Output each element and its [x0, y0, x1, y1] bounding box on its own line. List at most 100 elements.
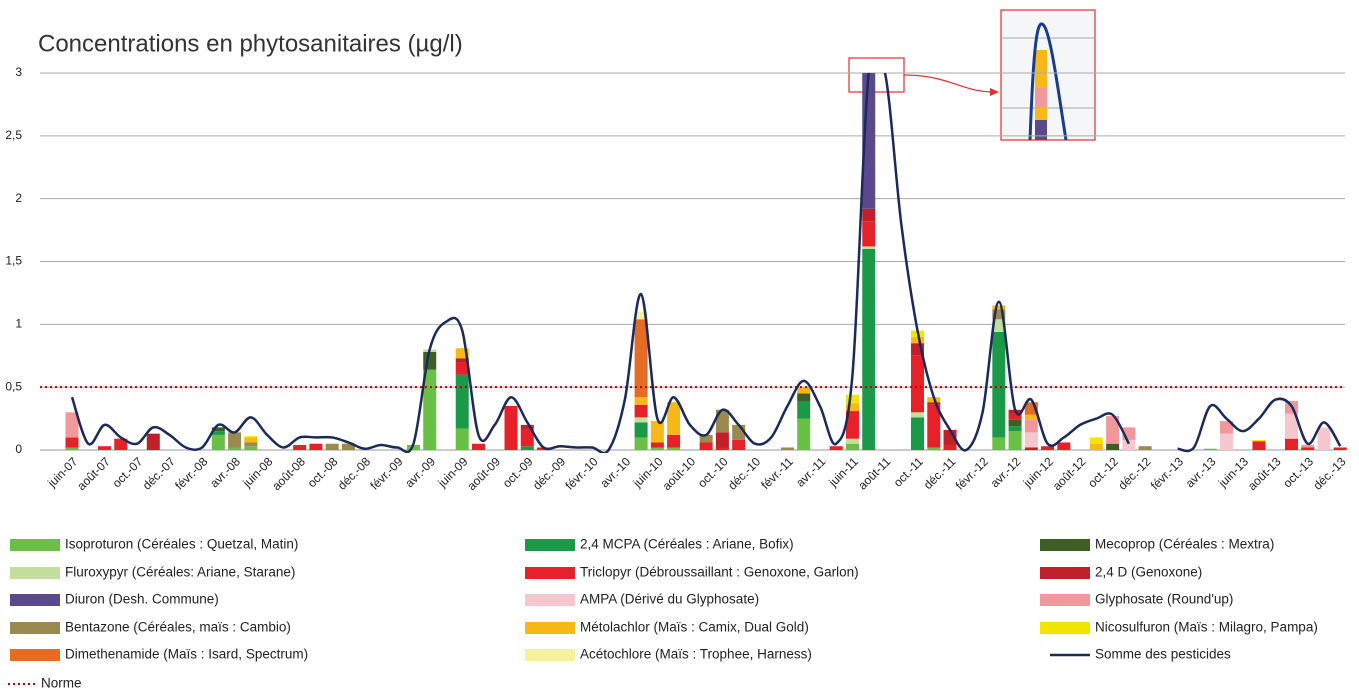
legend-label: Diuron (Desh. Commune)	[65, 592, 219, 607]
bar-segment	[1024, 414, 1038, 420]
bar-segment	[862, 221, 876, 247]
bar-segment	[715, 409, 729, 433]
x-tick-label: avr.-10	[597, 454, 633, 490]
bar-segment	[650, 421, 664, 443]
bar-segment	[667, 447, 681, 450]
bar-segment	[911, 355, 925, 413]
legend-swatch	[1040, 594, 1090, 606]
bar-segment	[244, 442, 258, 447]
x-tick-label: déc.-11	[921, 454, 959, 492]
bar-segment	[1252, 439, 1266, 442]
bar-segment	[1024, 432, 1038, 448]
x-tick-label: févr.-11	[758, 454, 796, 492]
x-tick-label: oct.-07	[110, 454, 146, 490]
legend-swatch	[525, 622, 575, 634]
x-tick-label: août-09	[464, 454, 503, 493]
x-tick-label: févr.-13	[1148, 454, 1186, 492]
bar-segment	[98, 446, 112, 450]
zoom-connector	[903, 74, 996, 93]
bar-segment	[309, 443, 323, 450]
x-tick-label: déc.-09	[530, 454, 568, 492]
bar-segment	[244, 437, 258, 443]
x-tick-label: août-12	[1050, 454, 1089, 493]
bar-segment	[797, 387, 811, 394]
bar-segment	[65, 447, 79, 450]
legend-label: Fluroxypyr (Céréales: Ariane, Starane)	[65, 565, 295, 580]
bar-segment	[455, 374, 469, 429]
bar-segment	[927, 447, 941, 450]
bar-segment	[1041, 446, 1055, 450]
legend-label: Norme	[41, 676, 82, 691]
legend-label: Isoproturon (Céréales : Quetzal, Matin)	[65, 537, 298, 552]
y-tick-label: 0	[15, 442, 22, 456]
y-tick-label: 0,5	[5, 379, 22, 393]
bar-segment	[780, 447, 794, 450]
x-tick-label: déc.-10	[725, 454, 763, 492]
legend-swatch	[1040, 567, 1090, 579]
bar-segment	[862, 248, 876, 450]
bar-segment	[114, 438, 128, 450]
bar-segment	[927, 402, 941, 405]
x-tick-label: avr.-13	[1183, 454, 1219, 490]
bar-segment	[1008, 426, 1022, 432]
y-tick-label: 1	[15, 317, 22, 331]
bar-segment	[797, 418, 811, 450]
x-tick-label: avr.-08	[207, 454, 243, 490]
bar-segment	[1333, 447, 1347, 450]
bar-segment	[520, 446, 534, 450]
zoom-bar	[1035, 120, 1047, 140]
bar-segment	[1057, 442, 1071, 450]
bar-segment	[992, 319, 1006, 332]
zoom-curve	[1028, 22, 1068, 141]
x-tick-label: févr.-10	[562, 454, 600, 492]
x-tick-label: oct.-08	[305, 454, 341, 490]
bar-segment	[845, 403, 859, 412]
x-tick-label: févr.-09	[367, 454, 405, 492]
x-tick-label: oct.-12	[1085, 454, 1121, 490]
bar-segment	[715, 447, 729, 450]
legend-label: Nicosulfuron (Maïs : Milagro, Pampa)	[1095, 620, 1318, 635]
bar-segment	[423, 369, 437, 450]
legend-label: Glyphosate (Round'up)	[1095, 592, 1233, 607]
x-tick-label: févr.-08	[172, 454, 210, 492]
x-tick-label: août-08	[269, 454, 308, 493]
bar-segment	[455, 428, 469, 450]
x-tick-label: déc.-08	[335, 454, 373, 492]
bar-segment	[1252, 441, 1266, 450]
bar-segment	[911, 417, 925, 450]
bar-segment	[146, 433, 160, 450]
x-tick-label: août-11	[855, 454, 893, 492]
bar-segment	[992, 437, 1006, 450]
legend-swatch	[1040, 622, 1090, 634]
legend-label: Mecoprop (Céréales : Mextra)	[1095, 537, 1274, 552]
bar-segment	[634, 422, 648, 438]
bar-segment	[862, 208, 876, 222]
bar-segment	[650, 447, 664, 450]
x-tick-label: déc.-07	[140, 454, 178, 492]
bar-segment	[1301, 444, 1315, 448]
bar-segment	[992, 331, 1006, 438]
bar-segment	[65, 437, 79, 448]
x-tick-label: avr.-12	[988, 454, 1024, 490]
bar-segment	[455, 348, 469, 359]
bar-segment	[325, 443, 339, 450]
x-tick-label: févr.-12	[953, 454, 991, 492]
bar-segment	[228, 432, 242, 448]
legend-swatch	[525, 649, 575, 661]
sum-line	[70, 73, 1131, 453]
bar-segment	[1008, 431, 1022, 450]
y-tick-label: 3	[15, 65, 22, 79]
legend-label: AMPA (Dérivé du Glyphosate)	[580, 592, 759, 607]
bar-segment	[634, 437, 648, 450]
bar-segment	[927, 404, 941, 448]
legend-swatch	[1040, 539, 1090, 551]
zoom-arrowhead	[990, 88, 999, 96]
bar-segment	[667, 402, 681, 435]
bar-segment	[1008, 413, 1022, 420]
bar-segment	[455, 358, 469, 363]
legend-label: 2,4 MCPA (Céréales : Ariane, Bofix)	[580, 537, 794, 552]
zoom-image	[1000, 9, 1096, 141]
bar-segment	[1106, 443, 1120, 450]
bar-segment	[1138, 446, 1152, 450]
